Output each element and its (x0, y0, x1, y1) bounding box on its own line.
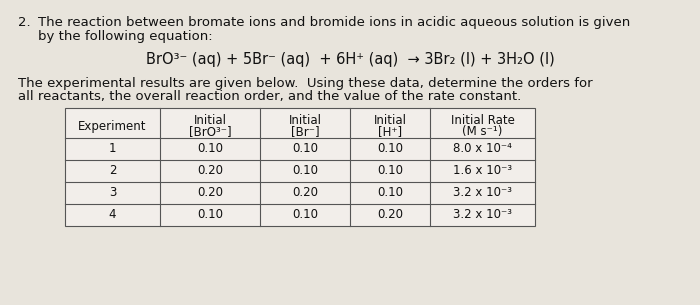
Text: [H⁺]: [H⁺] (378, 125, 402, 138)
Text: 0.10: 0.10 (292, 207, 318, 221)
Text: 0.20: 0.20 (197, 163, 223, 177)
Bar (65, 108, 535, 226)
Text: 0.10: 0.10 (377, 142, 403, 155)
Text: Initial: Initial (374, 114, 407, 127)
Text: 1.6 x 10⁻³: 1.6 x 10⁻³ (453, 163, 512, 177)
Text: The reaction between bromate ions and bromide ions in acidic aqueous solution is: The reaction between bromate ions and br… (38, 16, 630, 29)
Text: 3.2 x 10⁻³: 3.2 x 10⁻³ (453, 185, 512, 199)
Text: 0.10: 0.10 (292, 163, 318, 177)
Text: 4: 4 (108, 207, 116, 221)
Text: (M s⁻¹): (M s⁻¹) (462, 125, 503, 138)
Text: all reactants, the overall reaction order, and the value of the rate constant.: all reactants, the overall reaction orde… (18, 90, 522, 103)
Text: 2.: 2. (18, 16, 31, 29)
Text: 0.10: 0.10 (292, 142, 318, 155)
Text: 0.10: 0.10 (197, 207, 223, 221)
Text: The experimental results are given below.  Using these data, determine the order: The experimental results are given below… (18, 77, 593, 90)
Text: by the following equation:: by the following equation: (38, 30, 213, 43)
Text: BrO³⁻ (aq) + 5Br⁻ (aq)  + 6H⁺ (aq)  → 3Br₂ (l) + 3H₂O (l): BrO³⁻ (aq) + 5Br⁻ (aq) + 6H⁺ (aq) → 3Br₂… (146, 52, 554, 67)
Text: 0.10: 0.10 (377, 185, 403, 199)
Text: Initial: Initial (288, 114, 321, 127)
Text: 0.10: 0.10 (377, 163, 403, 177)
Text: [BrO³⁻]: [BrO³⁻] (189, 125, 231, 138)
Text: 3.2 x 10⁻³: 3.2 x 10⁻³ (453, 207, 512, 221)
Text: Experiment: Experiment (78, 120, 147, 133)
Text: 0.20: 0.20 (377, 207, 403, 221)
Text: 0.20: 0.20 (292, 185, 318, 199)
Text: Initial: Initial (193, 114, 227, 127)
Text: 2: 2 (108, 163, 116, 177)
Text: [Br⁻]: [Br⁻] (290, 125, 319, 138)
Text: 1: 1 (108, 142, 116, 155)
Text: 0.10: 0.10 (197, 142, 223, 155)
Text: 3: 3 (108, 185, 116, 199)
Text: 8.0 x 10⁻⁴: 8.0 x 10⁻⁴ (453, 142, 512, 155)
Text: 0.20: 0.20 (197, 185, 223, 199)
Text: Initial Rate: Initial Rate (451, 114, 514, 127)
